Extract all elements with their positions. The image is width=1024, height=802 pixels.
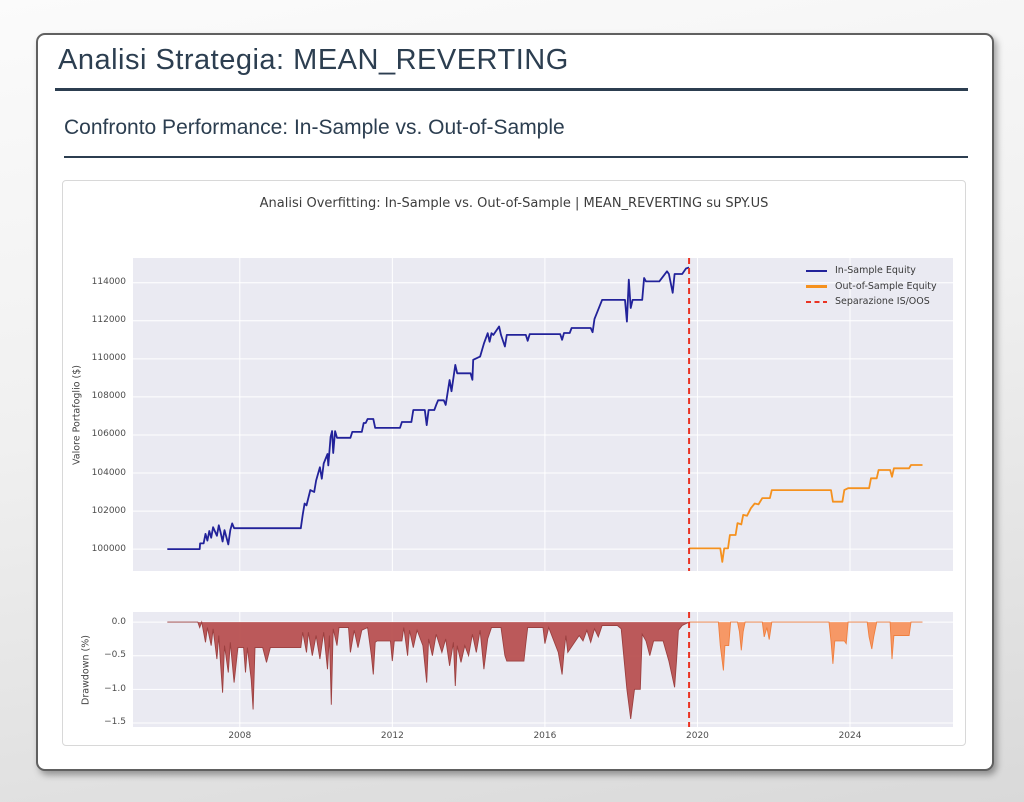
in-sample-equity-line: [167, 266, 690, 550]
overfitting-chart: [133, 258, 953, 727]
chart-legend: In-Sample Equity Out-of-Sample Equity Se…: [806, 263, 937, 310]
legend-label: Separazione IS/OOS: [835, 296, 930, 308]
in-sample-drawdown-outline: [167, 620, 690, 719]
out-of-sample-equity-line: [689, 464, 923, 563]
out-of-sample-drawdown-outline: [689, 621, 923, 671]
legend-label: In-Sample Equity: [835, 265, 916, 277]
legend-item-separation: Separazione IS/OOS: [806, 294, 937, 310]
section-divider: [64, 156, 968, 158]
equity-curve-plot-bg: [133, 258, 953, 571]
out-of-sample-drawdown-area: [689, 622, 923, 671]
legend-item-out-of-sample: Out-of-Sample Equity: [806, 279, 937, 295]
chart-title: Analisi Overfitting: In-Sample vs. Out-o…: [259, 196, 769, 211]
title-divider: [55, 88, 968, 91]
page-title: Analisi Strategia: MEAN_REVERTING: [58, 44, 569, 76]
section-title: Confronto Performance: In-Sample vs. Out…: [64, 116, 565, 139]
in-sample-line-swatch-icon: [806, 269, 827, 272]
in-sample-drawdown-area: [167, 622, 690, 719]
legend-label: Out-of-Sample Equity: [835, 280, 937, 292]
separation-dashed-swatch-icon: [806, 300, 827, 303]
out-of-sample-line-swatch-icon: [806, 285, 827, 288]
legend-item-in-sample: In-Sample Equity: [806, 263, 937, 279]
